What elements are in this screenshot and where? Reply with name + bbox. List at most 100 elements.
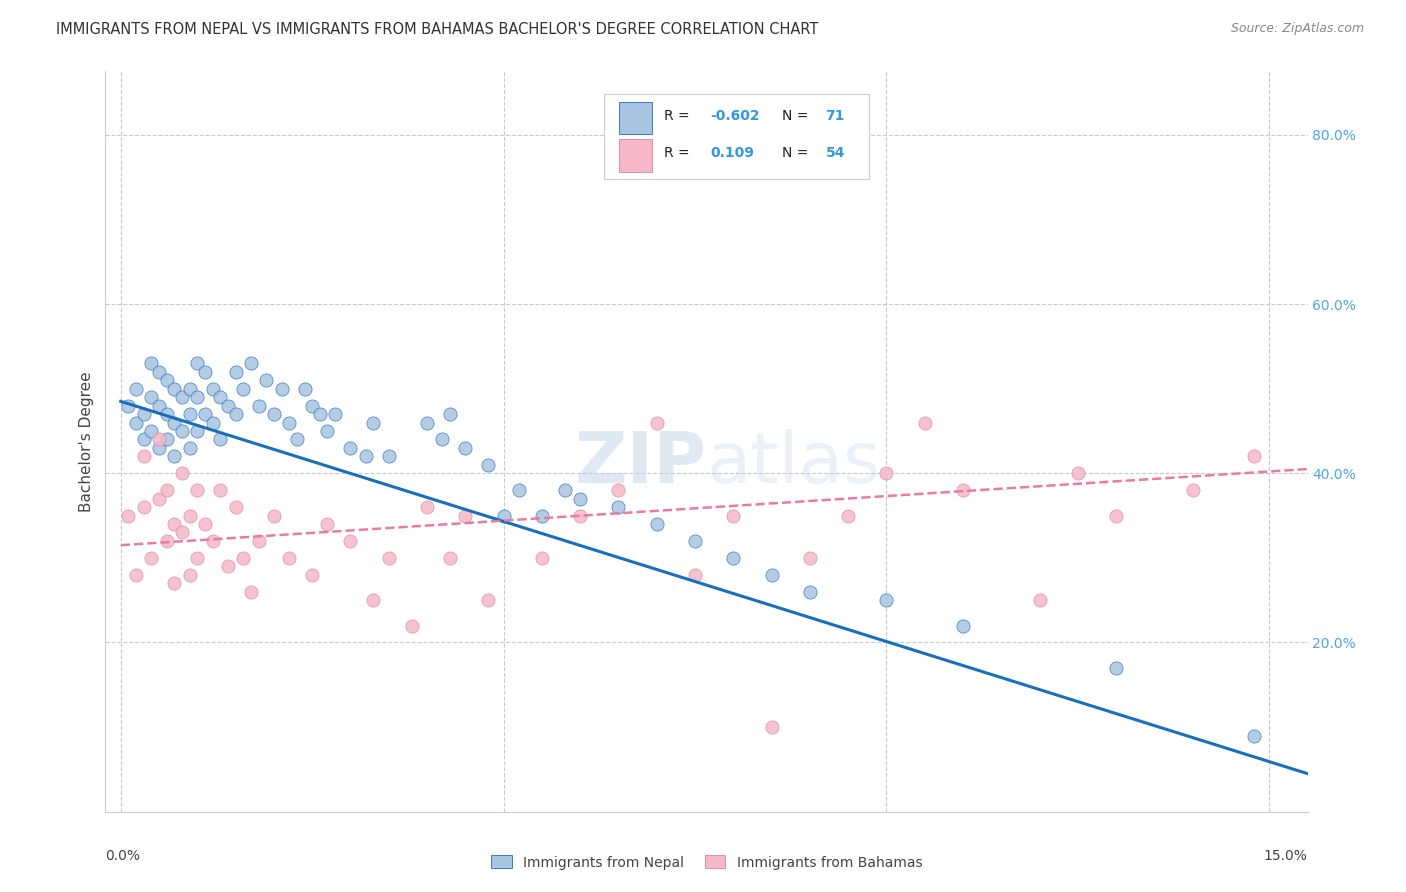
Point bbox=[163, 416, 186, 430]
Point bbox=[247, 399, 270, 413]
Text: 15.0%: 15.0% bbox=[1264, 849, 1308, 863]
Point bbox=[148, 491, 170, 506]
Point bbox=[1105, 661, 1128, 675]
Point bbox=[607, 500, 630, 515]
Point bbox=[141, 550, 163, 565]
Text: Source: ZipAtlas.com: Source: ZipAtlas.com bbox=[1230, 22, 1364, 36]
Point bbox=[125, 416, 148, 430]
Point bbox=[554, 483, 576, 498]
Point bbox=[239, 584, 262, 599]
Point bbox=[254, 373, 277, 387]
Point bbox=[209, 483, 232, 498]
Point bbox=[416, 416, 439, 430]
Point bbox=[683, 567, 706, 582]
Point bbox=[247, 533, 270, 548]
Point bbox=[477, 593, 499, 607]
Point bbox=[607, 483, 630, 498]
Point bbox=[508, 483, 530, 498]
Point bbox=[225, 407, 247, 421]
Point bbox=[401, 618, 423, 632]
Point bbox=[1243, 729, 1265, 743]
Point bbox=[952, 618, 974, 632]
Point bbox=[163, 450, 186, 464]
Point bbox=[201, 382, 224, 396]
Point bbox=[217, 399, 239, 413]
Point bbox=[875, 593, 897, 607]
Point bbox=[163, 382, 186, 396]
Point bbox=[170, 390, 193, 404]
Point bbox=[530, 550, 553, 565]
Point bbox=[156, 533, 179, 548]
Point bbox=[117, 399, 139, 413]
Point bbox=[339, 441, 361, 455]
Point bbox=[217, 559, 239, 574]
Point bbox=[263, 407, 285, 421]
Legend: Immigrants from Nepal, Immigrants from Bahamas: Immigrants from Nepal, Immigrants from B… bbox=[485, 849, 928, 875]
Point bbox=[454, 508, 477, 523]
Point bbox=[186, 550, 208, 565]
Point bbox=[194, 365, 217, 379]
Point bbox=[837, 508, 859, 523]
Text: 71: 71 bbox=[825, 109, 845, 123]
Point bbox=[354, 450, 377, 464]
Point bbox=[141, 356, 163, 370]
Point bbox=[316, 424, 339, 438]
Point bbox=[683, 533, 706, 548]
Point bbox=[225, 365, 247, 379]
Point bbox=[179, 567, 201, 582]
Point bbox=[1243, 450, 1265, 464]
Point bbox=[148, 441, 170, 455]
Text: -0.602: -0.602 bbox=[710, 109, 759, 123]
Point bbox=[439, 550, 461, 565]
Point bbox=[363, 593, 385, 607]
Point bbox=[186, 390, 208, 404]
Point bbox=[761, 720, 783, 734]
Point bbox=[156, 407, 179, 421]
Point bbox=[209, 433, 232, 447]
Point bbox=[148, 399, 170, 413]
Point bbox=[1028, 593, 1050, 607]
Point bbox=[179, 508, 201, 523]
Point bbox=[132, 500, 155, 515]
Point bbox=[645, 416, 668, 430]
Point bbox=[194, 407, 217, 421]
Point bbox=[316, 516, 339, 531]
Point bbox=[416, 500, 439, 515]
Point bbox=[141, 424, 163, 438]
Point bbox=[170, 467, 193, 481]
Point bbox=[952, 483, 974, 498]
Point bbox=[301, 567, 323, 582]
Point bbox=[163, 576, 186, 591]
Point bbox=[263, 508, 285, 523]
Text: IMMIGRANTS FROM NEPAL VS IMMIGRANTS FROM BAHAMAS BACHELOR'S DEGREE CORRELATION C: IMMIGRANTS FROM NEPAL VS IMMIGRANTS FROM… bbox=[56, 22, 818, 37]
Point bbox=[170, 525, 193, 540]
Point bbox=[569, 508, 592, 523]
Text: R =: R = bbox=[665, 146, 699, 161]
Point bbox=[339, 533, 361, 548]
Point bbox=[132, 433, 155, 447]
Point bbox=[1181, 483, 1204, 498]
Y-axis label: Bachelor's Degree: Bachelor's Degree bbox=[79, 371, 94, 512]
Point bbox=[201, 416, 224, 430]
FancyBboxPatch shape bbox=[619, 102, 652, 135]
Point bbox=[761, 567, 783, 582]
Point bbox=[194, 516, 217, 531]
Point bbox=[645, 516, 668, 531]
Text: ZIP: ZIP bbox=[574, 429, 707, 499]
Point bbox=[232, 550, 254, 565]
FancyBboxPatch shape bbox=[605, 94, 869, 178]
Point bbox=[477, 458, 499, 472]
Text: R =: R = bbox=[665, 109, 695, 123]
Point bbox=[179, 441, 201, 455]
Point bbox=[294, 382, 316, 396]
Point bbox=[278, 550, 301, 565]
Point bbox=[225, 500, 247, 515]
Text: N =: N = bbox=[782, 146, 813, 161]
Point bbox=[125, 567, 148, 582]
Point bbox=[186, 424, 208, 438]
Point bbox=[270, 382, 292, 396]
Point bbox=[179, 382, 201, 396]
Point bbox=[117, 508, 139, 523]
Point bbox=[156, 483, 179, 498]
Point bbox=[308, 407, 330, 421]
